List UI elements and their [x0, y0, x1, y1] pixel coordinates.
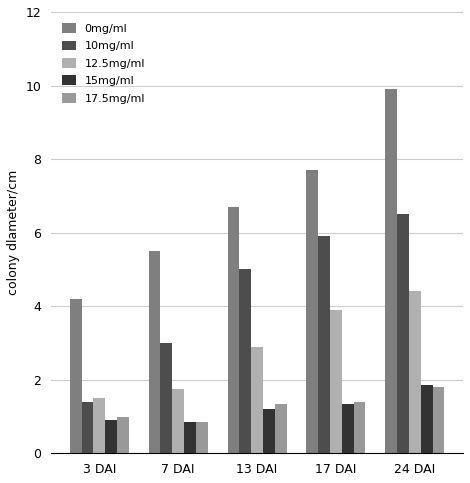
Bar [342, 404, 353, 454]
Bar [432, 387, 444, 454]
Bar [318, 236, 330, 454]
Bar [105, 420, 117, 454]
Bar [397, 214, 409, 454]
Bar [306, 170, 318, 454]
Bar [196, 422, 208, 454]
Bar [70, 299, 82, 454]
Bar [353, 402, 366, 454]
Bar [184, 422, 196, 454]
Bar [227, 207, 239, 454]
Bar [149, 251, 160, 454]
Bar [385, 89, 397, 454]
Bar [82, 402, 94, 454]
Bar [263, 409, 275, 454]
Bar [117, 416, 129, 454]
Bar [421, 385, 432, 454]
Legend: 0mg/ml, 10mg/ml, 12.5mg/ml, 15mg/ml, 17.5mg/ml: 0mg/ml, 10mg/ml, 12.5mg/ml, 15mg/ml, 17.… [57, 17, 150, 109]
Bar [275, 404, 287, 454]
Bar [409, 292, 421, 454]
Bar [160, 343, 172, 454]
Bar [94, 398, 105, 454]
Bar [239, 270, 251, 454]
Bar [172, 389, 184, 454]
Bar [251, 347, 263, 454]
Bar [330, 310, 342, 454]
Y-axis label: colony dlameter/cm: colony dlameter/cm [7, 170, 20, 295]
